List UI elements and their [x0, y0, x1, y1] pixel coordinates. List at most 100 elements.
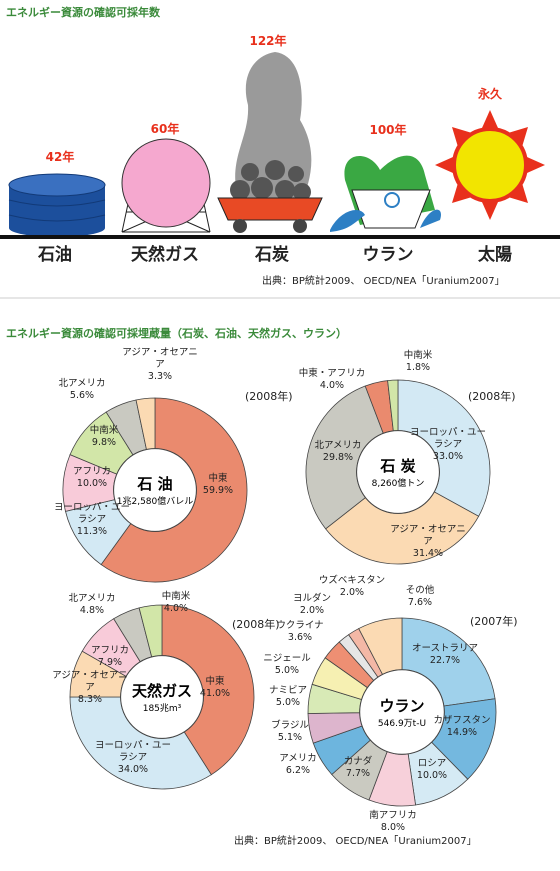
slice-label: アジア・オセアニア 31.4% [389, 524, 467, 560]
center-label: ウラン 546.9万t-U [357, 695, 447, 729]
slice-label: ヨーロッパ・ユーラシア 33.0% [409, 427, 487, 463]
category-label: 中東・アフリカ [298, 368, 366, 379]
value-label: 22.7% [429, 655, 461, 666]
value-label: 6.2% [285, 765, 311, 776]
category-label: 北アメリカ [58, 378, 106, 389]
category-label: 中南米 [89, 425, 119, 436]
value-label: 5.0% [275, 697, 301, 708]
category-label: ヨーロッパ・ユーラシア [94, 740, 171, 763]
title: エネルギー資源の確認可採年数 [6, 6, 160, 19]
category-label: 中東 [208, 473, 228, 484]
resource-name: ウラン [362, 245, 414, 265]
slice-label: ナミビア 5.0% [249, 685, 327, 709]
donut-hole [359, 669, 445, 755]
category-label: ナミビア [268, 685, 307, 696]
slice-label: 中南米 1.8% [379, 350, 457, 374]
reserve-years: 100年 [369, 123, 407, 137]
center-label: 石 炭 8,260億トン [353, 455, 443, 489]
reserve-years: 永久 [477, 87, 503, 101]
value-label: 4.8% [79, 605, 105, 616]
slice-label: アジア・オセアニア 8.3% [51, 670, 129, 706]
value-label: 4.0% [319, 380, 345, 391]
value-label: 7.7% [345, 768, 371, 779]
source: 出典：BP統計2009、 OECD/NEA「Uranium2007」 [262, 276, 505, 287]
category-label: カナダ [343, 756, 373, 767]
value-label: 2.0% [299, 605, 325, 616]
center-title: 石 炭 [380, 457, 416, 475]
slice-label: ニジェール 5.0% [248, 653, 326, 677]
center-title: 天然ガス [131, 682, 192, 700]
slice-label: ヨーロッパ・ユーラシア 11.3% [53, 502, 131, 538]
resource-name: 天然ガス [131, 245, 199, 265]
center-label: 石 油 1兆2,580億バレル [110, 473, 200, 507]
center-sub: 185兆m³ [142, 704, 182, 714]
category-label: その他 [405, 585, 435, 596]
value-label: 3.3% [147, 371, 173, 382]
slice-label: ヨーロッパ・ユーラシア 34.0% [94, 740, 172, 776]
category-label: 南アフリカ [369, 810, 417, 821]
slice-label: 中南米 4.0% [137, 591, 215, 615]
value-label: 8.3% [77, 694, 103, 705]
slice-label: アメリカ 6.2% [259, 753, 337, 777]
slice-label: ウズベキスタン 2.0% [313, 575, 391, 599]
category-label: ウズベキスタン [318, 575, 386, 586]
category-label: ヨーロッパ・ユーラシア [409, 427, 486, 450]
value-label: 29.8% [322, 452, 354, 463]
value-label: 5.6% [69, 390, 95, 401]
category-label: 中南米 [161, 591, 191, 602]
category-label: ニジェール [263, 653, 311, 664]
center-title: 石 油 [137, 475, 173, 493]
slice-label: 北アメリカ 29.8% [299, 440, 377, 464]
resource-name: 太陽 [478, 245, 512, 265]
category-label: アメリカ [279, 753, 317, 764]
value-label: 14.9% [446, 727, 478, 738]
slice-label: アジア・オセアニア 3.3% [121, 347, 199, 383]
center-sub: 8,260億トン [371, 479, 425, 489]
donut-hole [356, 430, 440, 514]
year-label: (2008年) [468, 390, 516, 403]
category-label: ブラジル [271, 720, 309, 731]
slice-label: 北アメリカ 5.6% [43, 378, 121, 402]
slice-label: オーストラリア 22.7% [406, 643, 484, 667]
slice-label: 中東 59.9% [179, 473, 257, 497]
slice-label: カナダ 7.7% [319, 756, 397, 780]
value-label: 5.0% [274, 665, 300, 676]
value-label: 34.0% [117, 764, 149, 775]
category-label: アジア・オセアニア [122, 347, 198, 370]
value-label: 2.0% [339, 587, 365, 598]
category-label: ヨーロッパ・ユーラシア [53, 502, 130, 525]
value-label: 11.3% [76, 526, 108, 537]
resource-name: 石油 [38, 245, 72, 265]
category-label: アジア・オセアニア [52, 670, 128, 693]
value-label: 9.8% [91, 437, 117, 448]
category-label: 北アメリカ [314, 440, 362, 451]
category-label: オーストラリア [411, 643, 479, 654]
category-label: ウクライナ [276, 620, 324, 631]
value-label: 33.0% [432, 451, 464, 462]
value-label: 1.8% [405, 362, 431, 373]
value-label: 41.0% [199, 688, 231, 699]
category-label: アジア・オセアニア [390, 524, 466, 547]
year-label: (2008年) [232, 618, 280, 631]
category-label: ロシア [417, 758, 447, 769]
slice-label: その他 7.6% [381, 585, 459, 609]
slice-label: 中東・アフリカ 4.0% [293, 368, 371, 392]
resource-name: 石炭 [255, 245, 289, 265]
center-title: ウラン [379, 697, 425, 715]
slice-label: ロシア 10.0% [393, 758, 471, 782]
section-title: エネルギー資源の確認可採埋蔵量（石炭、石油、天然ガス、ウラン） [6, 327, 347, 340]
center-label: 天然ガス 185兆m³ [117, 680, 207, 714]
value-label: 3.6% [287, 632, 313, 643]
reserve-years: 42年 [45, 150, 75, 164]
value-label: 5.1% [277, 732, 303, 743]
slice-label: アフリカ 10.0% [53, 466, 131, 490]
year-label: (2008年) [245, 390, 293, 403]
value-label: 4.0% [163, 603, 189, 614]
slice-label: ウクライナ 3.6% [261, 620, 339, 644]
category-label: カザフスタン [433, 715, 491, 726]
slice-label: カザフスタン 14.9% [423, 715, 501, 739]
center-sub: 1兆2,580億バレル [116, 497, 194, 507]
donut-hole [113, 448, 197, 532]
